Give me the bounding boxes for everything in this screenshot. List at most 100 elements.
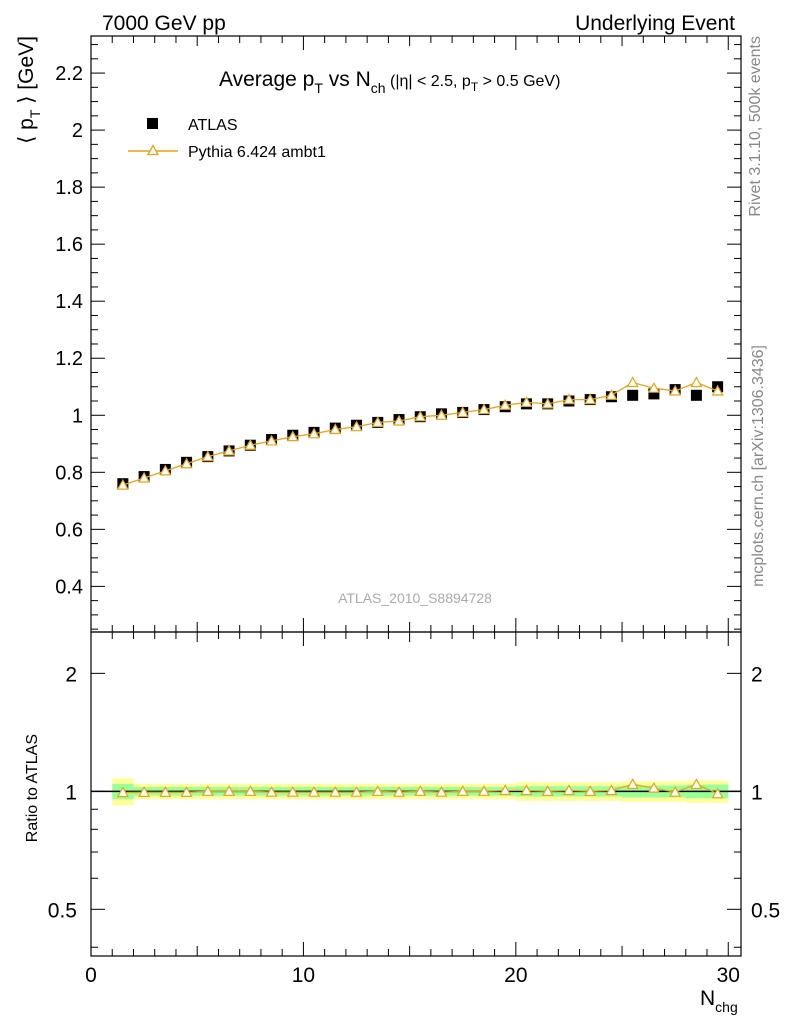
ratio-point (669, 785, 682, 797)
pythia-point (223, 444, 236, 456)
pythia-point (605, 389, 618, 400)
ratio-point (286, 785, 299, 797)
pythia-point (350, 420, 363, 432)
ratio-axes: 0.5 0.51 12 20 10 20 30 (48, 632, 780, 987)
pythia-point (329, 423, 342, 435)
ratio-point (477, 785, 490, 796)
header-right-label: Underlying Event (575, 12, 735, 35)
x-tick-label: 10 (292, 964, 315, 987)
ratio-point (308, 785, 321, 797)
pythia-point (201, 450, 214, 462)
legend-atlas-marker (147, 118, 158, 129)
ylabel-subscript: T (27, 109, 43, 118)
ratio-plot-frame (90, 631, 742, 957)
x-tick-label: 0 (85, 964, 97, 987)
pythia-point (286, 430, 299, 442)
ratio-y-tick-label: 0.5 (48, 899, 77, 922)
ratio-point (520, 784, 533, 796)
pythia-point (647, 381, 660, 393)
pythia-point (456, 406, 469, 418)
pythia-point (711, 384, 724, 396)
title-subscript: ch (371, 80, 386, 96)
ratio-point (180, 786, 193, 797)
title-part: Average p (219, 68, 314, 91)
ratio-point (435, 785, 448, 797)
pythia-point (265, 434, 278, 446)
main-data-marks (116, 376, 724, 490)
ratio-point (392, 785, 406, 797)
ratio-data-marks (116, 778, 724, 799)
pythia-point (520, 396, 533, 408)
y-tick-label: 2 (72, 120, 83, 142)
ratio-point (499, 784, 512, 796)
ratio-point (605, 784, 618, 796)
ratio-point (456, 785, 469, 796)
x-axis-title: Nchg (700, 987, 738, 1015)
title-cuts: > 0.5 GeV) (478, 73, 560, 90)
pythia-point (690, 376, 703, 388)
pythia-point (414, 410, 427, 422)
y-tick-label: 1.6 (55, 234, 83, 256)
xlabel-main: N (700, 987, 715, 1010)
ratio-point (159, 786, 172, 797)
ratio-y-tick-label: 0.5 (751, 899, 780, 922)
ratio-point (329, 785, 342, 797)
ratio-point (690, 778, 703, 789)
ratio-point (265, 785, 278, 797)
rivet-version-label: Rivet 3.1.10, 500k events (747, 36, 764, 217)
legend-atlas-label: ATLAS (188, 117, 238, 134)
ratio-point (201, 785, 214, 796)
y-tick-label: 2.2 (55, 63, 83, 85)
pythia-point (392, 414, 406, 426)
ratio-point (414, 785, 427, 796)
ratio-point (647, 781, 660, 793)
y-tick-label: 0.6 (55, 519, 83, 541)
atlas-point (690, 389, 702, 401)
title-part: vs N (323, 68, 371, 91)
pythia-point (669, 384, 682, 396)
legend-pythia-marker (146, 144, 160, 156)
pythia-point (499, 399, 512, 410)
y-tick-label: 1.4 (55, 291, 83, 313)
pythia-point (116, 478, 129, 490)
ratio-point (371, 785, 384, 796)
atlas-point (627, 389, 639, 401)
y-tick-label: 1.2 (55, 348, 83, 370)
pythia-point (584, 393, 597, 405)
legend: ATLAS Pythia 6.424 ambt1 (128, 117, 326, 161)
ratio-point (711, 787, 724, 799)
ratio-point (116, 786, 129, 798)
ratio-point (350, 785, 363, 797)
x-tick-label: 30 (717, 964, 740, 987)
ylabel-main: ⟨ p (15, 118, 38, 144)
ratio-y-tick-label: 1 (65, 781, 77, 804)
plot-title: Average pT vs Nch (|η| < 2.5, pT > 0.5 G… (219, 68, 560, 96)
ratio-point (138, 786, 151, 797)
main-y-axis-title: ⟨ pT ⟩ [GeV] (15, 36, 43, 144)
atlas-point (648, 388, 660, 400)
ratio-point (244, 785, 257, 796)
analysis-watermark: ATLAS_2010_S8894728 (338, 590, 492, 606)
pythia-point (562, 393, 575, 405)
header-left-label: 7000 GeV pp (102, 12, 226, 35)
pythia-point (244, 438, 257, 450)
ratio-y-tick-label: 2 (65, 663, 77, 686)
title-subscript: T (314, 80, 323, 96)
y-tick-label: 1.8 (55, 177, 83, 199)
title-cuts: (|η| < 2.5, p (386, 73, 471, 90)
title-subscript: T (471, 80, 479, 94)
ratio-point (626, 778, 639, 789)
ratio-point (541, 785, 554, 796)
ratio-y-tick-label: 1 (751, 781, 763, 804)
pythia-point (180, 457, 193, 469)
pythia-point (371, 416, 384, 428)
ratio-point (562, 784, 575, 796)
y-tick-label: 0.8 (55, 462, 83, 484)
pythia-point (541, 397, 554, 409)
pythia-point (159, 464, 172, 476)
xlabel-subscript: chg (715, 999, 738, 1015)
ratio-point (584, 785, 597, 796)
y-tick-label: 1 (72, 405, 83, 427)
ratio-y-tick-label: 2 (751, 663, 763, 686)
